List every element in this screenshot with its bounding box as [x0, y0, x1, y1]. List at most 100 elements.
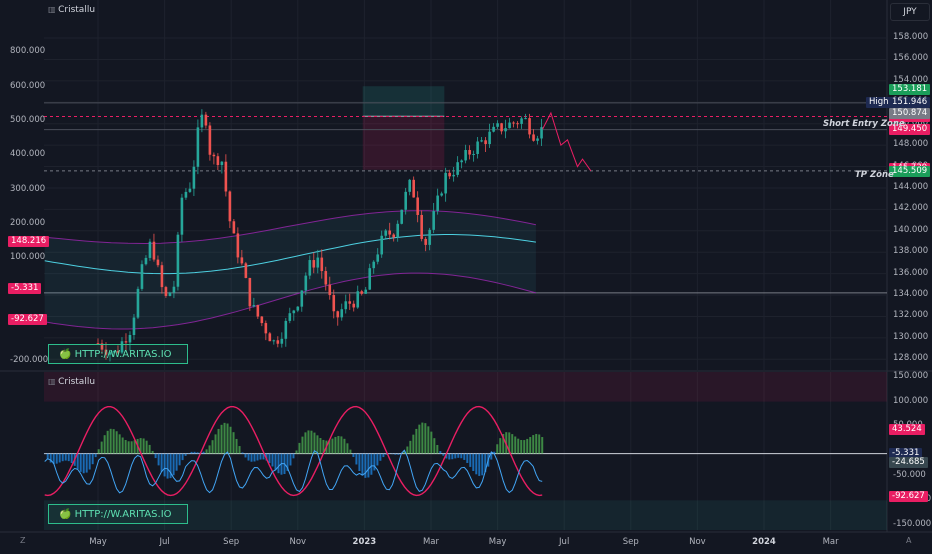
osc-bar [415, 429, 417, 454]
osc-bar [451, 454, 453, 460]
candle-body [145, 258, 148, 264]
candle-body [476, 141, 479, 153]
corner-right-label[interactable]: A [906, 535, 911, 547]
candle-body [304, 276, 307, 291]
candle-body [468, 150, 471, 155]
osc-bar [454, 454, 456, 459]
currency-button[interactable]: JPY [890, 3, 930, 21]
osc-bar [376, 454, 378, 466]
osc-bar [364, 454, 366, 478]
candle-body [201, 115, 204, 128]
osc-bar [343, 439, 345, 454]
candle-body [169, 293, 172, 296]
osc-bar [164, 454, 166, 477]
osc-bar [131, 441, 133, 453]
candle-body [492, 127, 495, 132]
time-axis-label: Jul [559, 537, 569, 547]
candle-body [456, 162, 459, 175]
candle-body [265, 323, 268, 333]
candle-body [153, 242, 156, 260]
candle-body [221, 162, 224, 165]
price-level-tag: 151.946 [889, 97, 930, 108]
right-axis-tick: 156.000 [893, 53, 928, 63]
osc-bar [185, 454, 187, 456]
left-value-tag: -92.627 [8, 314, 47, 325]
osc-bar [119, 434, 121, 453]
osc-bar [167, 454, 169, 479]
osc-bar [277, 454, 279, 474]
osc-bar [143, 438, 145, 453]
watermark-main[interactable]: 🍏 HTTP://W.ARITAS.IO [48, 344, 188, 364]
osc-bar [421, 423, 423, 454]
osc-bar [523, 440, 525, 454]
candle-body [336, 311, 339, 317]
osc-bar [514, 436, 516, 453]
time-axis-label: 2024 [752, 537, 776, 547]
osc-bar [382, 454, 384, 457]
right-axis-tick: 134.000 [893, 289, 928, 299]
watermark-sub[interactable]: 🍏 HTTP://W.ARITAS.IO [48, 504, 188, 524]
osc-bar [191, 452, 193, 454]
osc-bar [457, 454, 459, 458]
osc-bar [334, 437, 336, 454]
time-axis-label: Nov [290, 537, 307, 547]
candle-body [269, 333, 272, 341]
osc-bar [206, 449, 208, 453]
candle-body [273, 340, 276, 341]
candle-body [360, 291, 363, 294]
zone-annotation: Short Entry Zone [823, 118, 905, 130]
candle-body [452, 175, 455, 176]
right-axis-tick: 142.000 [893, 203, 928, 213]
candle-body [289, 313, 292, 321]
candle-body [432, 211, 435, 230]
osc-bar [257, 454, 259, 461]
time-axis-label: May [89, 537, 107, 547]
osc-bar [520, 440, 522, 454]
time-axis-label: Mar [423, 537, 439, 547]
osc-bar [173, 454, 175, 476]
candle-body [480, 140, 483, 141]
candle-body [532, 134, 535, 140]
price-level-tag: 145.509 [889, 166, 930, 177]
osc-bar [65, 454, 67, 461]
corner-left-label[interactable]: Z [20, 535, 25, 547]
osc-bar [218, 429, 220, 454]
time-axis-label: Mar [823, 537, 839, 547]
osc-bar [101, 442, 103, 454]
candle-body [340, 309, 343, 317]
zone-annotation: TP Zone [855, 169, 894, 181]
candle-body [520, 118, 523, 124]
candle-body [472, 154, 475, 155]
osc-bar [289, 454, 291, 466]
osc-bar [128, 441, 130, 453]
osc-bar [310, 431, 312, 454]
candle-body [209, 126, 212, 155]
candle-body [384, 230, 387, 235]
candle-body [308, 260, 311, 276]
osc-bar [379, 454, 381, 461]
overbought-zone [44, 372, 887, 402]
candle-body [372, 262, 375, 268]
candle-body [528, 118, 531, 134]
oscillator-title: ▥ Cristallu [48, 376, 95, 388]
osc-bar [251, 454, 253, 462]
short-zone-stop [363, 86, 445, 116]
apple-icon: 🍏 [59, 349, 75, 360]
time-axis-label: Sep [223, 537, 239, 547]
right-axis-tick: 158.000 [893, 32, 928, 42]
candle-body [324, 271, 327, 284]
candle-body [281, 339, 284, 344]
osc-bar [532, 435, 534, 454]
osc-bar [83, 454, 85, 474]
osc-bar [292, 454, 294, 459]
osc-bar [469, 454, 471, 467]
osc-bar [499, 438, 501, 453]
candle-body [428, 230, 431, 245]
osc-value-tag: -92.627 [889, 491, 928, 502]
candle-body [332, 295, 335, 311]
right-axis-tick: 140.000 [893, 225, 928, 235]
osc-bar [367, 454, 369, 478]
candle-body [157, 260, 160, 266]
candle-body [229, 191, 232, 221]
